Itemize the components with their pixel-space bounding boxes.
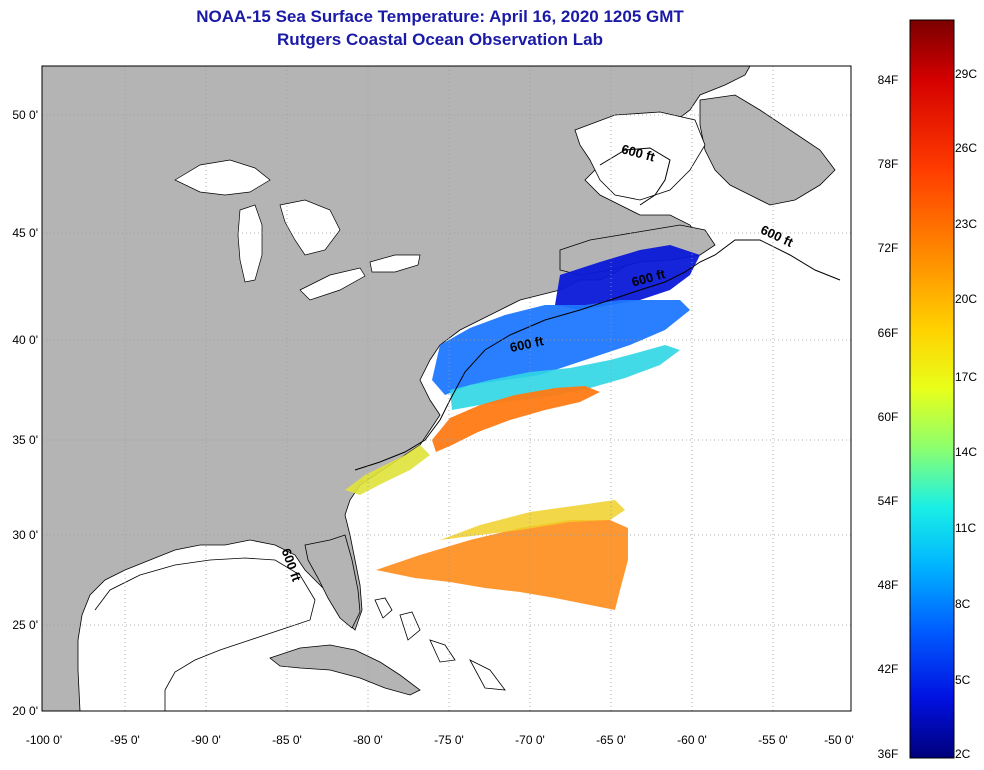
lon-label-90: -90 0' (191, 733, 221, 747)
sst-southern-yellow (440, 500, 625, 540)
lon-label-65: -65 0' (596, 733, 626, 747)
lon-label-80: -80 0' (353, 733, 383, 747)
colorbar-label-29c: 29C (955, 67, 978, 81)
sst-gulf-stream-orange (432, 386, 600, 452)
lon-label-100: -100 0' (25, 733, 63, 747)
lat-label-30: 30 0' (12, 528, 38, 542)
colorbar-label-14c: 14C (955, 445, 978, 459)
lon-label-75: -75 0' (434, 733, 464, 747)
gulf-shelf-contour (94, 557, 316, 711)
colorbar-label-20c: 20C (955, 292, 978, 306)
colorbar-label-54f: 54F (877, 494, 899, 508)
colorbar-label-8c: 8C (955, 597, 971, 611)
colorbar-label-17c: 17C (955, 370, 978, 384)
sst-southern-patch (376, 520, 628, 610)
lat-label-40: 40 0' (12, 333, 38, 347)
gulf-st-lawrence (574, 111, 706, 201)
map-frame (41, 65, 852, 712)
contour-label-mid-atlantic: 600 ft (509, 333, 546, 355)
colorbar-label-60f: 60F (877, 410, 899, 424)
lat-label-25: 25 0' (12, 618, 38, 632)
land-north-america (42, 66, 751, 711)
lat-label-35: 35 0' (12, 433, 38, 447)
lon-label-70: -70 0' (515, 733, 545, 747)
lake-erie (299, 267, 366, 301)
land-bahamas (374, 597, 506, 691)
colorbar-label-72f: 72F (877, 241, 899, 255)
colorbar-label-26c: 26C (955, 141, 978, 155)
lon-label-85: -85 0' (272, 733, 302, 747)
land-florida (304, 534, 361, 629)
sst-cold-gulf-of-maine (555, 245, 700, 310)
colorbar-label-5c: 5C (955, 673, 971, 687)
lat-label-20: 20 0' (12, 704, 38, 718)
lat-label-45: 45 0' (12, 226, 38, 240)
colorbar-label-2c: 2C (955, 747, 971, 761)
map-title: NOAA-15 Sea Surface Temperature: April 1… (196, 7, 684, 26)
colorbar-label-48f: 48F (877, 578, 899, 592)
lon-label-50: -50 0' (824, 733, 854, 747)
lake-huron (279, 199, 341, 256)
lon-label-95: -95 0' (110, 733, 140, 747)
map-gridlines (42, 66, 851, 711)
lat-label-50: 50 0' (12, 108, 38, 122)
colorbar-label-23c: 23C (955, 217, 978, 231)
shelf-contour-gulf (599, 147, 671, 206)
land-newfoundland (699, 94, 836, 206)
sst-slope-cyan (450, 345, 680, 410)
lon-label-60: -60 0' (677, 733, 707, 747)
colorbar (909, 19, 955, 759)
shelf-break-contour (354, 239, 841, 471)
lake-superior (174, 159, 271, 196)
lake-ontario (369, 254, 421, 273)
sst-coastal-yellow (345, 445, 430, 495)
sst-shelf-blue (432, 300, 690, 395)
lake-michigan (237, 204, 263, 283)
colorbar-label-84f: 84F (877, 73, 899, 87)
lon-label-55: -55 0' (758, 733, 788, 747)
land-cuba (269, 644, 421, 696)
map-subtitle: Rutgers Coastal Ocean Observation Lab (277, 30, 603, 49)
colorbar-label-78f: 78F (877, 157, 899, 171)
colorbar-label-42f: 42F (877, 662, 899, 676)
colorbar-label-36f: 36F (877, 747, 899, 761)
colorbar-label-11c: 11C (955, 521, 977, 535)
colorbar-label-66f: 66F (877, 326, 899, 340)
